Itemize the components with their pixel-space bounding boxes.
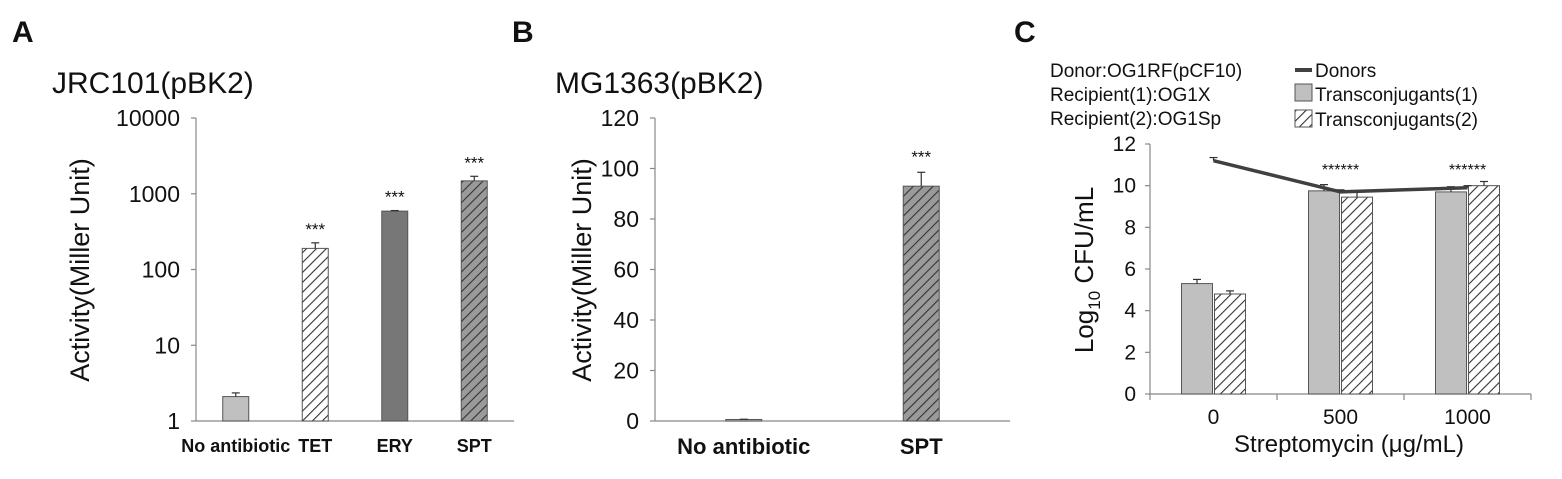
panel-a-x-tick-label-3: ERY [377, 436, 413, 456]
panel-c-significance-2: ****** [1322, 162, 1359, 179]
panel-b-x-tick-label-2: SPT [900, 434, 943, 459]
panel-a-title: JRC101(pBK2) [52, 67, 254, 100]
panel-b: MG1363(pBK2) Activity(Miller Unit) 0 20 40… [555, 67, 1010, 459]
panel-c-plot: 0 2 4 6 8 10 12 0 ****** 500 ****** 1000 [1113, 133, 1532, 429]
panel-c-bar-series2-1 [1214, 293, 1246, 395]
panel-a-significance-4: *** [464, 153, 484, 172]
panel-c-info-line-2: Recipient(1):OG1X [1050, 85, 1211, 106]
y-label-log: Log [1069, 310, 1099, 353]
panel-b-y-tick-label: 40 [613, 307, 639, 333]
panel-b-y-tick-label: 0 [626, 408, 639, 434]
panel-c-x-tick-label-1: 0 [1208, 406, 1220, 429]
panel-a-x-tick-label-2: TET [298, 436, 332, 456]
panel-c-y-tick-label: 12 [1113, 133, 1136, 156]
panel-a-y-axis-label: Activity(Miller Unit) [65, 158, 95, 382]
panel-a-y-tick-label: 1 [167, 408, 180, 434]
legend-transconjugants-2-label: Transconjugants(2) [1315, 110, 1478, 131]
panel-c-y-tick-label: 4 [1124, 300, 1136, 323]
panel-b-y-tick-label: 20 [613, 358, 639, 384]
panel-a-significance-2: *** [305, 220, 325, 239]
panel-b-plot: 0 20 40 60 80 100 120 No antibiotic *** SPT [601, 105, 1010, 459]
legend-transconjugants-1-label: Transconjugants(1) [1315, 85, 1478, 106]
panel-a-bar-1 [222, 396, 250, 422]
panel-a-y-tick-label: 10 [154, 332, 180, 358]
panel-letter-b: B [512, 16, 534, 49]
panel-c-significance-3: ****** [1449, 162, 1486, 179]
panel-c-x-axis-label: Streptomycin (μg/mL) [1234, 431, 1464, 458]
panel-a-y-tick-label: 10000 [116, 105, 180, 131]
panel-b-title: MG1363(pBK2) [555, 67, 763, 100]
panel-c-y-tick-label: 0 [1124, 383, 1136, 406]
legend-transconjugants-1-swatch [1294, 83, 1313, 102]
panel-b-y-axis-label: Activity(Miller Unit) [567, 158, 597, 382]
panel-a-y-tick-label: 1000 [129, 181, 180, 207]
panel-c-y-tick-label: 8 [1124, 216, 1136, 239]
panel-b-x-tick-label-1: No antibiotic [677, 434, 810, 459]
y-label-rest: CFU/mL [1069, 187, 1099, 291]
panel-c-bar-series1-2 [1308, 190, 1340, 395]
panel-a-x-tick-label-1: No antibiotic [181, 436, 290, 456]
panel-a-x-tick-label-4: SPT [457, 436, 492, 456]
panel-c-x-tick-label-3: 1000 [1444, 406, 1491, 429]
panel-letter-a: A [12, 16, 34, 49]
panel-a-bar-4 [460, 180, 488, 422]
panel-c-bar-series1-1 [1181, 283, 1213, 395]
panel-c-y-tick-label: 6 [1124, 258, 1136, 281]
panel-b-significance-2: *** [911, 147, 931, 166]
panel-a-y-tick-label: 100 [142, 257, 180, 283]
panel-b-y-tick-label: 120 [601, 105, 639, 131]
panel-c-y-tick-label: 2 [1124, 341, 1136, 364]
panel-c-info-line-3: Recipient(2):OG1Sp [1050, 109, 1221, 130]
panel-a-bar-3 [381, 210, 409, 422]
panel-c-legend: Donors Transconjugants(1) Transconjugant… [1294, 61, 1478, 131]
panel-c-x-tick-label-2: 500 [1323, 406, 1358, 429]
panel-a-significance-3: *** [385, 188, 405, 207]
panel-c-bar-series2-2 [1341, 196, 1373, 395]
panel-c-y-axis-label: Log10 CFU/mL [1069, 187, 1104, 353]
legend-donors-label: Donors [1315, 61, 1376, 82]
panel-a: JRC101(pBK2) Activity(Miller Unit) 1 10 10… [52, 67, 514, 456]
panel-letter-c: C [1014, 16, 1036, 49]
y-label-subscript: 10 [1085, 291, 1104, 310]
panel-b-y-tick-label: 60 [613, 257, 639, 283]
panel-a-bar-2 [301, 247, 329, 422]
panel-b-y-tick-label: 100 [601, 156, 639, 182]
panel-c: Donor:OG1RF(pCF10) Recipient(1):OG1X Rec… [1050, 61, 1532, 458]
panel-c-info-line-1: Donor:OG1RF(pCF10) [1050, 61, 1242, 82]
panel-c-bar-series2-3 [1468, 185, 1500, 395]
panel-b-y-tick-label: 80 [613, 206, 639, 232]
panel-b-bar-2 [902, 185, 940, 422]
panel-a-plot: 1 10 100 1000 10000 No antibiotic *** TET *** ERY… [116, 105, 514, 456]
panel-c-y-tick-label: 10 [1113, 175, 1136, 198]
legend-transconjugants-2-swatch [1294, 109, 1313, 128]
panel-c-bar-series1-3 [1435, 191, 1467, 395]
